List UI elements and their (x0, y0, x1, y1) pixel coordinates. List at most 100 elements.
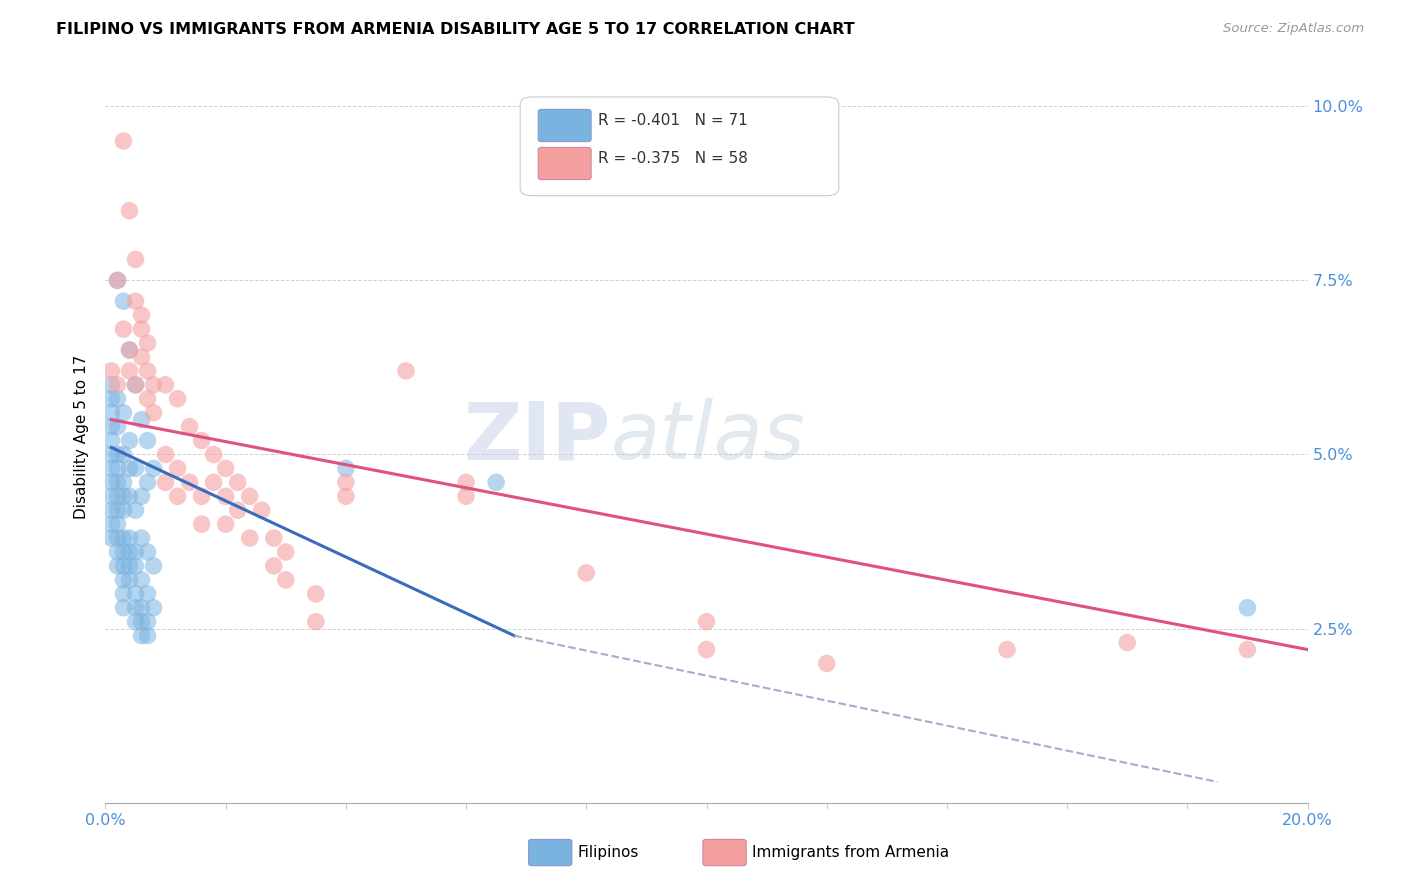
Point (263, 558, 285, 573)
Point (107, 517, 129, 532)
Point (100, 503, 122, 517)
Point (136, 587, 159, 601)
Point (136, 545, 159, 559)
Point (107, 273, 129, 287)
Point (1116, 635, 1139, 649)
Point (136, 392, 159, 406)
Point (112, 134, 135, 148)
Point (136, 615, 159, 629)
Point (107, 475, 129, 490)
Point (454, 475, 477, 490)
Point (124, 600, 146, 615)
Point (155, 448, 177, 462)
Point (118, 343, 141, 357)
Point (485, 475, 508, 490)
Point (100, 377, 122, 392)
Point (118, 203, 141, 218)
Point (112, 531, 135, 545)
Point (131, 322, 153, 336)
Text: Immigrants from Armenia: Immigrants from Armenia (752, 845, 949, 860)
Point (107, 273, 129, 287)
Point (214, 489, 236, 503)
Point (226, 503, 249, 517)
Point (1236, 600, 1258, 615)
Text: R = -0.375   N = 58: R = -0.375 N = 58 (599, 151, 748, 166)
Point (112, 587, 135, 601)
Point (112, 406, 135, 420)
Point (107, 377, 129, 392)
Point (112, 600, 135, 615)
Point (131, 350, 153, 364)
Point (131, 489, 153, 503)
Point (305, 587, 328, 601)
Point (131, 573, 153, 587)
Point (239, 489, 262, 503)
Point (142, 600, 165, 615)
Point (118, 573, 141, 587)
Point (100, 448, 122, 462)
Point (107, 503, 129, 517)
Point (142, 406, 165, 420)
Point (815, 657, 838, 671)
Point (118, 558, 141, 573)
Point (118, 531, 141, 545)
FancyBboxPatch shape (703, 839, 747, 866)
Point (136, 336, 159, 351)
Point (100, 364, 122, 378)
Point (575, 566, 598, 580)
FancyBboxPatch shape (538, 110, 591, 142)
Point (131, 600, 153, 615)
Point (118, 489, 141, 503)
Point (136, 434, 159, 448)
Point (112, 294, 135, 309)
Point (100, 489, 122, 503)
Point (696, 642, 718, 657)
Point (190, 517, 212, 532)
Point (190, 489, 212, 503)
Point (100, 531, 122, 545)
Text: atlas: atlas (610, 398, 806, 476)
Point (155, 475, 177, 490)
Point (1236, 642, 1258, 657)
Point (124, 377, 146, 392)
Point (179, 475, 201, 490)
Point (112, 489, 135, 503)
Point (100, 419, 122, 434)
Text: ZIP: ZIP (463, 398, 610, 476)
Point (118, 545, 141, 559)
Point (100, 392, 122, 406)
Point (395, 364, 418, 378)
Point (214, 461, 236, 475)
Point (335, 461, 357, 475)
Text: Filipinos: Filipinos (578, 845, 640, 860)
Point (107, 461, 129, 475)
Point (124, 252, 146, 267)
Point (112, 545, 135, 559)
Point (155, 377, 177, 392)
Point (214, 517, 236, 532)
Point (112, 322, 135, 336)
Point (131, 308, 153, 322)
Point (100, 461, 122, 475)
Point (107, 545, 129, 559)
Point (226, 475, 249, 490)
Point (107, 531, 129, 545)
Point (124, 503, 146, 517)
Point (131, 615, 153, 629)
Point (239, 531, 262, 545)
Point (107, 489, 129, 503)
FancyBboxPatch shape (520, 97, 839, 195)
Point (166, 489, 188, 503)
Point (136, 629, 159, 643)
Point (136, 364, 159, 378)
Point (112, 503, 135, 517)
Point (305, 615, 328, 629)
Point (995, 642, 1018, 657)
Text: FILIPINO VS IMMIGRANTS FROM ARMENIA DISABILITY AGE 5 TO 17 CORRELATION CHART: FILIPINO VS IMMIGRANTS FROM ARMENIA DISA… (56, 22, 855, 37)
Point (335, 489, 357, 503)
Text: R = -0.401   N = 71: R = -0.401 N = 71 (599, 113, 748, 128)
Point (202, 475, 225, 490)
Point (136, 475, 159, 490)
Point (274, 573, 297, 587)
Point (107, 448, 129, 462)
